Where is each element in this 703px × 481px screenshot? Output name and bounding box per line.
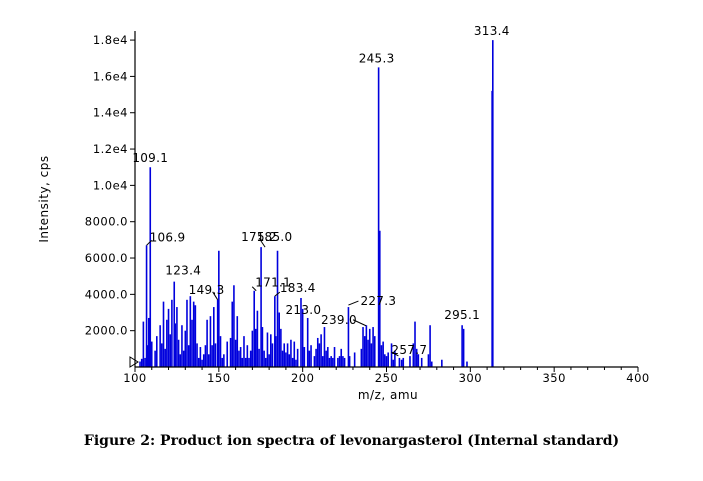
peak-bars [139, 40, 494, 367]
peak-label-leader [146, 239, 152, 246]
peak-label-leader [212, 291, 219, 301]
x-tick-label: 350 [542, 371, 565, 385]
y-axis-title: Intensity, cps [37, 155, 51, 242]
y-tick-label: 1.6e4 [93, 69, 128, 83]
peak-label: 239.0 [321, 313, 357, 327]
peak-label: 109.1 [132, 151, 168, 165]
mass-spectrum-chart: 2000.0 4000.0 6000.0 8000.0 1.0e4 1.2e4 1.4e4 1… [37, 24, 649, 402]
y-tick-label: 8000.0 [85, 215, 128, 229]
x-tick-label: 150 [207, 371, 230, 385]
y-tick-label: 1.0e4 [93, 178, 128, 192]
peak-label: 123.4 [165, 264, 201, 278]
peak-label: 257.7 [391, 343, 427, 357]
y-tick-label: 1.8e4 [93, 33, 128, 47]
x-axis-title: m/z, amu [358, 388, 418, 402]
axes [129, 31, 638, 368]
peak-label-leader [274, 291, 281, 297]
peak-label-leader [352, 319, 367, 327]
peak-label: 313.4 [474, 24, 510, 38]
peak-label: 185.0 [257, 230, 293, 244]
y-tick-label: 1.2e4 [93, 142, 128, 156]
peak-label: 183.4 [280, 281, 316, 295]
peak-label-leader [251, 286, 257, 292]
x-tick-label: 300 [459, 371, 482, 385]
x-tick-label: 250 [375, 371, 398, 385]
peak-label: 175.2 [241, 230, 277, 244]
peak-label: 171.1 [255, 276, 291, 290]
peak-label: 213.0 [285, 303, 321, 317]
peak-label-leader [391, 351, 399, 357]
y-tick-label: 1.4e4 [93, 106, 128, 120]
figure-caption: Figure 2: Product ion spectra of levonar… [83, 433, 620, 449]
axis-ticks: 2000.0 4000.0 6000.0 8000.0 1.0e4 1.2e4 1.4e4 1… [85, 33, 649, 385]
y-tick-label: 2000.0 [85, 324, 128, 338]
peak-label-leader [258, 237, 266, 248]
peak-label: 245.3 [359, 51, 395, 65]
peak-label: 149.3 [189, 283, 225, 297]
peak-label: 106.9 [150, 230, 186, 244]
x-tick-label: 200 [291, 371, 314, 385]
x-tick-label: 400 [626, 371, 649, 385]
peak-label: 295.1 [444, 308, 480, 322]
origin-marker [129, 356, 139, 368]
y-tick-label: 6000.0 [85, 251, 128, 265]
y-tick-label: 4000.0 [85, 287, 128, 301]
peak-label-leader [348, 300, 359, 306]
peak-label: 227.3 [360, 294, 396, 308]
x-tick-label: 100 [123, 371, 146, 385]
